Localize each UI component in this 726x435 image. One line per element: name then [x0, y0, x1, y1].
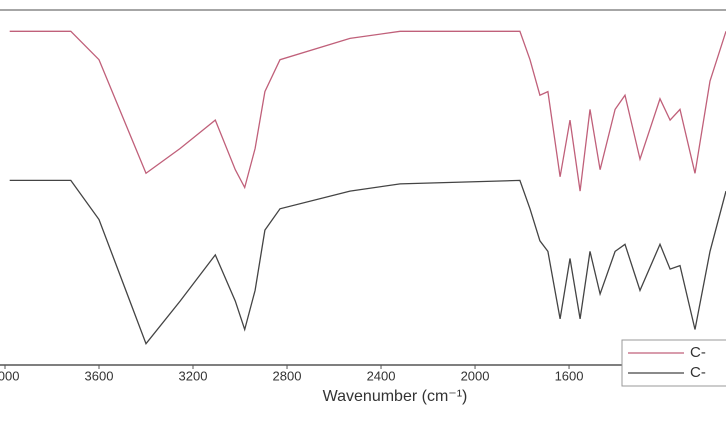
x-tick-label: 2400: [367, 368, 396, 383]
legend-label: C-: [690, 364, 706, 381]
x-tick-label: 3600: [85, 368, 114, 383]
x-tick-label: 3200: [179, 368, 208, 383]
x-tick-label: 4000: [0, 368, 19, 383]
legend-label: C-: [690, 344, 706, 361]
x-axis-label: Wavenumber (cm⁻¹): [323, 388, 468, 405]
series-line: [9, 179, 726, 345]
legend-box: [621, 339, 726, 387]
x-tick-label: 1600: [555, 368, 584, 383]
x-tick-label: 2000: [461, 368, 490, 383]
x-tick-label: 2800: [273, 368, 302, 383]
series-line: [9, 30, 726, 192]
